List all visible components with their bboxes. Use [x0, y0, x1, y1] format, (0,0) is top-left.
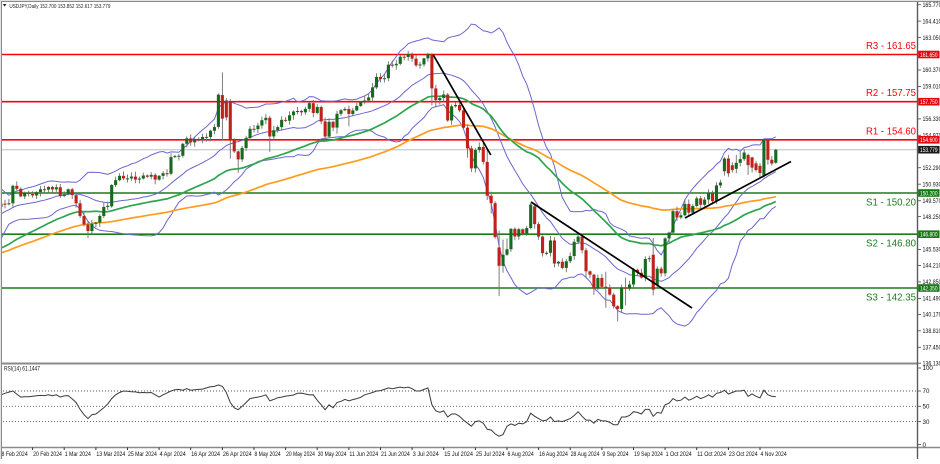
svg-text:148.250: 148.250: [923, 214, 940, 221]
svg-text:16 Apr 2024: 16 Apr 2024: [191, 451, 220, 458]
svg-text:25 Mar 2024: 25 Mar 2024: [128, 451, 157, 458]
svg-text:50: 50: [923, 404, 930, 411]
svg-text:S1 - 150.20: S1 - 150.20: [866, 197, 916, 209]
svg-text:70: 70: [923, 388, 930, 395]
svg-text:RSI(14) 61.1447: RSI(14) 61.1447: [4, 366, 40, 373]
svg-text:3 Jul 2024: 3 Jul 2024: [413, 451, 440, 458]
svg-text:23 Oct 2024: 23 Oct 2024: [729, 451, 758, 458]
svg-text:145.530: 145.530: [923, 247, 940, 254]
svg-text:142.350: 142.350: [920, 285, 938, 292]
svg-text:USDJPY,Daily 152.700 153.852: USDJPY,Daily 152.700 153.852 152.617 153…: [9, 4, 110, 10]
svg-text:16 Aug 2024: 16 Aug 2024: [539, 451, 568, 458]
svg-text:11 Jun 2024: 11 Jun 2024: [349, 451, 378, 458]
svg-text:159.010: 159.010: [923, 84, 940, 91]
svg-text:1 Mar 2024: 1 Mar 2024: [65, 451, 92, 458]
svg-text:6 Aug 2024: 6 Aug 2024: [508, 451, 535, 458]
svg-text:152.290: 152.290: [923, 165, 940, 172]
svg-text:150.200: 150.200: [920, 190, 938, 197]
svg-text:S2 - 146.80: S2 - 146.80: [866, 238, 916, 250]
svg-text:157.750: 157.750: [920, 99, 938, 106]
svg-text:4 Apr 2024: 4 Apr 2024: [160, 451, 187, 458]
svg-text:140.170: 140.170: [923, 312, 940, 319]
svg-text:20 Feb 2024: 20 Feb 2024: [33, 451, 62, 458]
svg-text:154.600: 154.600: [920, 137, 938, 144]
svg-text:141.490: 141.490: [923, 296, 940, 303]
svg-text:S3 - 142.35: S3 - 142.35: [866, 292, 916, 304]
svg-text:30 May 2024: 30 May 2024: [318, 451, 347, 458]
svg-text:160.370: 160.370: [923, 67, 940, 74]
svg-text:144.210: 144.210: [923, 263, 940, 270]
svg-text:R3 - 161.65: R3 - 161.65: [866, 40, 916, 52]
svg-text:19 Sep 2024: 19 Sep 2024: [634, 451, 663, 458]
svg-text:0: 0: [923, 442, 927, 449]
svg-text:153.779: 153.779: [920, 147, 938, 154]
svg-text:21 Jun 2024: 21 Jun 2024: [381, 451, 410, 458]
svg-text:R2 - 157.75: R2 - 157.75: [866, 87, 916, 99]
svg-text:146.800: 146.800: [920, 232, 938, 239]
svg-text:165.770: 165.770: [923, 2, 940, 9]
svg-text:9 Sep 2024: 9 Sep 2024: [602, 451, 629, 458]
svg-text:150.930: 150.930: [923, 181, 940, 188]
svg-text:100: 100: [923, 365, 934, 372]
svg-text:15 Jul 2024: 15 Jul 2024: [444, 451, 473, 458]
svg-text:156.330: 156.330: [923, 116, 940, 123]
svg-text:161.650: 161.650: [920, 52, 938, 59]
svg-text:1 Oct 2024: 1 Oct 2024: [666, 451, 693, 458]
svg-text:164.410: 164.410: [923, 18, 940, 25]
svg-text:8 May 2024: 8 May 2024: [255, 451, 282, 458]
svg-text:28 Aug 2024: 28 Aug 2024: [571, 451, 600, 458]
svg-text:163.050: 163.050: [923, 35, 940, 42]
svg-text:149.570: 149.570: [923, 198, 940, 205]
svg-text:138.810: 138.810: [923, 328, 940, 335]
svg-text:8 Feb 2024: 8 Feb 2024: [2, 451, 29, 458]
svg-text:13 Mar 2024: 13 Mar 2024: [96, 451, 125, 458]
svg-text:25 Jul 2024: 25 Jul 2024: [476, 451, 505, 458]
svg-text:R1 - 154.60: R1 - 154.60: [866, 125, 916, 137]
svg-text:26 Apr 2024: 26 Apr 2024: [223, 451, 252, 458]
svg-text:20 May 2024: 20 May 2024: [286, 451, 315, 458]
svg-text:137.450: 137.450: [923, 345, 940, 352]
svg-text:30: 30: [923, 419, 930, 426]
svg-text:11 Oct 2024: 11 Oct 2024: [697, 451, 726, 458]
svg-text:4 Nov 2024: 4 Nov 2024: [761, 451, 788, 458]
